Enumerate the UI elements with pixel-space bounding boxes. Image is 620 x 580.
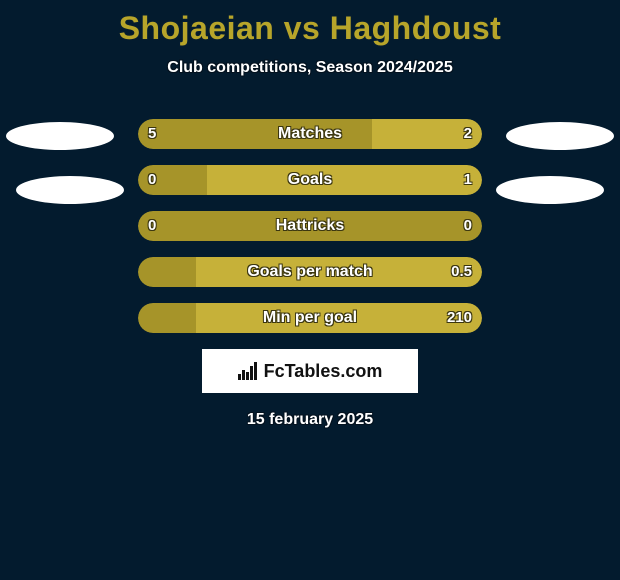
stat-row: Goals per match0.5: [0, 257, 620, 287]
bar-left: [138, 303, 196, 333]
comparison-chart: Matches52Goals01Hattricks00Goals per mat…: [0, 119, 620, 333]
stat-row: Min per goal210: [0, 303, 620, 333]
decor-ellipse: [506, 122, 614, 150]
bar-track: [138, 257, 482, 287]
bar-left: [138, 211, 482, 241]
decor-ellipse: [16, 176, 124, 204]
snapshot-date: 15 february 2025: [0, 411, 620, 429]
bar-right: [196, 303, 482, 333]
source-logo: FcTables.com: [202, 349, 418, 393]
bar-right: [372, 119, 482, 149]
page-subtitle: Club competitions, Season 2024/2025: [0, 59, 620, 77]
bar-right: [207, 165, 482, 195]
bar-track: [138, 165, 482, 195]
decor-ellipse: [496, 176, 604, 204]
bar-left: [138, 257, 196, 287]
bar-track: [138, 211, 482, 241]
decor-ellipse: [6, 122, 114, 150]
page-title: Shojaeian vs Haghdoust: [0, 0, 620, 47]
bar-chart-icon: [238, 362, 260, 380]
bar-left: [138, 165, 207, 195]
bar-right: [196, 257, 482, 287]
bar-track: [138, 303, 482, 333]
bar-track: [138, 119, 482, 149]
logo-text: FcTables.com: [264, 361, 383, 382]
stat-row: Hattricks00: [0, 211, 620, 241]
logo-content: FcTables.com: [238, 361, 383, 382]
bar-left: [138, 119, 372, 149]
